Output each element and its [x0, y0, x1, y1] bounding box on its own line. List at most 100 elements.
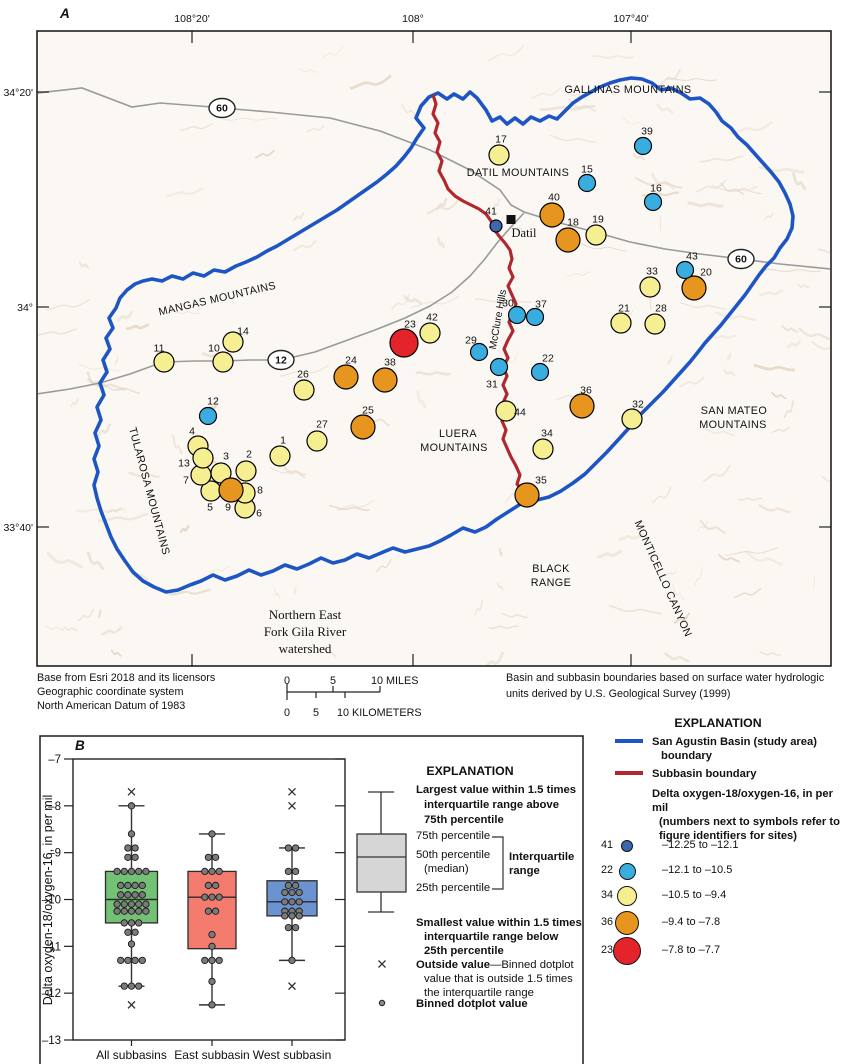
site-label-12: 12: [207, 396, 219, 408]
terrain-stroke: [116, 310, 134, 322]
iqr-label-line: Interquartile: [509, 851, 574, 863]
terrain-stroke: [428, 142, 445, 152]
terrain-stroke: [702, 464, 732, 483]
terrain-stroke: [764, 212, 774, 220]
outside-value-term: Outside value: [416, 959, 490, 971]
binned-dot: [142, 907, 150, 915]
terrain-stroke: [549, 134, 597, 144]
outlier-x: [288, 801, 296, 810]
site-label-31: 31: [486, 379, 498, 391]
site-label-14: 14: [237, 326, 249, 338]
binned-dot: [291, 867, 300, 876]
outlier-x: [127, 787, 136, 796]
binned-dot: [142, 900, 150, 908]
terrain-stroke: [758, 165, 805, 174]
binned-dot: [288, 956, 296, 965]
site-marker-15: [577, 173, 597, 193]
binned-dot: [127, 900, 136, 908]
terrain-stroke: [166, 187, 204, 198]
terrain-stroke: [781, 324, 798, 333]
lon-label: 108°: [402, 13, 424, 25]
binned-dot: [288, 888, 296, 897]
terrain-stroke: [298, 68, 317, 73]
site-marker-32: [621, 408, 643, 430]
site-label-17: 17: [495, 134, 507, 146]
category-label: West subbasin: [253, 1048, 332, 1062]
terrain-stroke: [125, 323, 150, 331]
explanation-line: value that is outside 1.5 times: [424, 973, 573, 985]
place-label-san-mateo-2: MOUNTAINS: [699, 419, 767, 431]
panel-a-label: A: [59, 6, 70, 21]
terrain-stroke: [764, 268, 822, 273]
category-label: All subbasins: [96, 1048, 167, 1062]
site-marker-2: [235, 460, 257, 482]
terrain-stroke: [679, 302, 727, 310]
binned-dot: [288, 898, 296, 906]
y-axis-title: Delta oxygen-18/oxygen-16, in per mil: [41, 795, 55, 1006]
site-label-42: 42: [426, 312, 438, 324]
site-label-3: 3: [223, 451, 229, 463]
binned-dot: [124, 891, 132, 899]
binned-dot: [131, 853, 139, 861]
graticule-labels: 108°20' 108° 107°40' 34°20' 34° 33°40': [3, 13, 648, 534]
place-label-datil-mountains: DATIL MOUNTAINS: [467, 167, 569, 179]
terrain-stroke: [169, 310, 200, 315]
y-tick-label: –8: [48, 801, 61, 813]
site-label-8: 8: [257, 485, 263, 497]
site-label-25: 25: [362, 405, 374, 417]
site-label-35: 35: [535, 475, 547, 487]
site-label-27: 27: [316, 419, 328, 431]
terrain-stroke: [402, 294, 423, 305]
terrain-stroke: [474, 298, 532, 304]
binned-dot: [120, 907, 128, 915]
binned-dot: [288, 912, 296, 920]
binned-dot: [138, 956, 146, 965]
terrain-stroke: [492, 197, 501, 210]
binned-dot: [135, 982, 143, 990]
terrain-stroke: [720, 182, 745, 195]
site-label-26: 26: [297, 369, 309, 381]
map-frame: [36, 30, 832, 667]
binned-dot: [120, 867, 128, 876]
scale-label: 10 KILOMETERS: [337, 707, 422, 719]
terrain-stroke: [694, 567, 703, 586]
place-label-luera-2: MOUNTAINS: [420, 442, 488, 454]
site-marker-20: [681, 275, 707, 301]
site-label-13: 13: [178, 458, 190, 470]
binned-dot: [138, 891, 146, 899]
terrain-stroke: [724, 547, 779, 556]
binned-dot: [113, 907, 121, 915]
terrain-stroke: [179, 524, 190, 534]
terrain-stroke: [485, 651, 505, 665]
watershed-line: Northern East: [269, 607, 342, 622]
terrain-stroke: [274, 586, 281, 599]
credit-line: Geographic coordinate system: [37, 686, 183, 698]
scale-label: 0: [284, 707, 290, 719]
terrain-stroke: [488, 44, 525, 62]
site-marker-24: [333, 364, 359, 390]
site-label-19: 19: [592, 214, 604, 226]
lon-label: 108°20': [174, 13, 209, 25]
boundary-note-line: units derived by U.S. Geological Survey …: [506, 688, 730, 700]
terrain-stroke: [650, 172, 676, 191]
binned-dot-symbol: [378, 999, 386, 1007]
binned-dot: [142, 867, 150, 876]
scale-label: 5: [330, 675, 336, 687]
credit-line: North American Datum of 1983: [37, 700, 185, 712]
binned-dot: [204, 881, 213, 890]
town-square-datil: [506, 215, 516, 224]
site-marker-18: [555, 227, 581, 253]
boundaries-layer: [92, 76, 795, 594]
binned-dot: [131, 928, 139, 936]
site-label-28: 28: [655, 303, 667, 315]
site-marker-10: [212, 351, 234, 373]
binned-dot: [208, 893, 216, 901]
site-marker-28: [644, 313, 666, 335]
binned-dot: [284, 923, 293, 932]
terrain-stroke: [292, 211, 305, 222]
route-shield-number: 12: [275, 355, 287, 367]
binned-dot: [208, 942, 216, 950]
explanation-line: interquartile range below: [424, 931, 559, 943]
terrain-stroke: [78, 261, 90, 269]
